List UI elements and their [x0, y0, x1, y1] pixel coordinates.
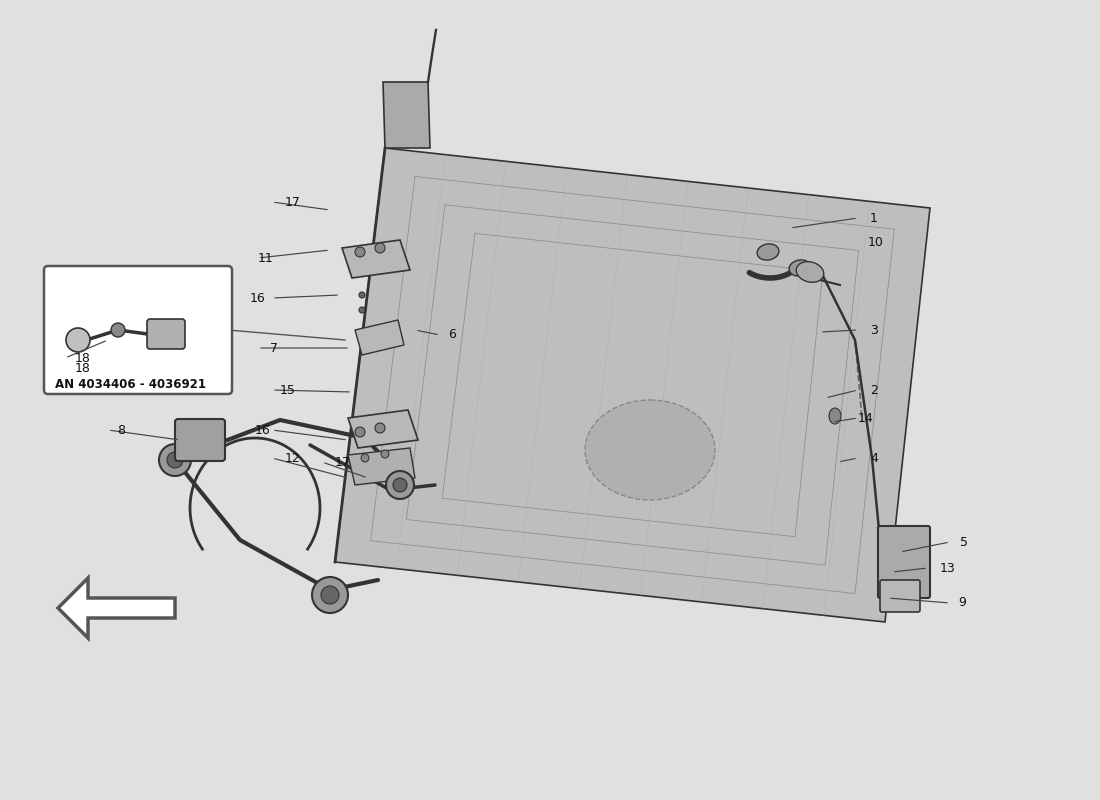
Text: 13: 13 — [940, 562, 956, 574]
Text: 3: 3 — [870, 323, 878, 337]
Ellipse shape — [789, 260, 811, 276]
Circle shape — [111, 323, 125, 337]
Text: 11: 11 — [258, 251, 274, 265]
Text: 12: 12 — [285, 451, 300, 465]
Circle shape — [359, 307, 365, 313]
Circle shape — [355, 247, 365, 257]
Text: 15: 15 — [280, 383, 296, 397]
Text: 1: 1 — [870, 211, 878, 225]
Text: 9: 9 — [958, 597, 966, 610]
Ellipse shape — [585, 400, 715, 500]
FancyBboxPatch shape — [878, 526, 930, 598]
Text: 4: 4 — [870, 451, 878, 465]
Circle shape — [375, 423, 385, 433]
Text: 2: 2 — [870, 383, 878, 397]
Polygon shape — [383, 82, 430, 148]
Ellipse shape — [829, 408, 842, 424]
Text: 18: 18 — [75, 351, 91, 365]
Text: 16: 16 — [255, 423, 271, 437]
Text: AN 4034406 - 4036921: AN 4034406 - 4036921 — [55, 378, 206, 391]
Text: 17: 17 — [336, 455, 351, 469]
Polygon shape — [342, 240, 410, 278]
Text: 7: 7 — [270, 342, 278, 354]
Circle shape — [361, 454, 368, 462]
Ellipse shape — [757, 244, 779, 260]
Text: 5: 5 — [960, 535, 968, 549]
Polygon shape — [336, 148, 930, 622]
Circle shape — [359, 292, 365, 298]
Circle shape — [381, 450, 389, 458]
Text: 10: 10 — [868, 235, 884, 249]
Circle shape — [375, 243, 385, 253]
Circle shape — [66, 328, 90, 352]
Circle shape — [355, 427, 365, 437]
Text: 8: 8 — [117, 423, 125, 437]
Circle shape — [386, 471, 414, 499]
Circle shape — [312, 577, 348, 613]
Polygon shape — [348, 410, 418, 448]
Text: 17: 17 — [285, 195, 301, 209]
Text: 6: 6 — [448, 329, 455, 342]
Ellipse shape — [796, 262, 824, 282]
Circle shape — [393, 478, 407, 492]
Polygon shape — [355, 320, 404, 355]
FancyBboxPatch shape — [175, 419, 226, 461]
FancyBboxPatch shape — [44, 266, 232, 394]
FancyBboxPatch shape — [147, 319, 185, 349]
Text: 18: 18 — [75, 362, 91, 375]
Polygon shape — [58, 578, 175, 638]
Text: 16: 16 — [250, 291, 266, 305]
Circle shape — [167, 452, 183, 468]
Circle shape — [160, 444, 191, 476]
FancyBboxPatch shape — [880, 580, 920, 612]
Circle shape — [321, 586, 339, 604]
Text: 14: 14 — [858, 411, 873, 425]
Polygon shape — [348, 448, 415, 485]
